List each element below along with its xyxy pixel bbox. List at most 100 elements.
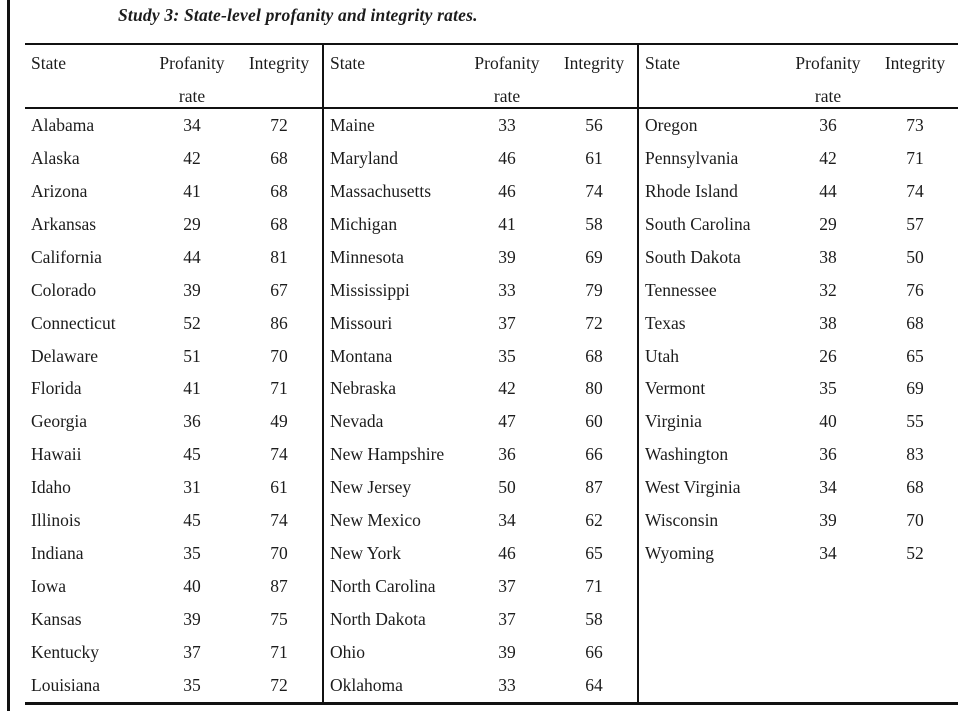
state-cell: Pennsylvania: [645, 147, 739, 168]
table-row: Nevada 47 60: [324, 405, 637, 438]
state-cell: Rhode Island: [645, 180, 738, 201]
table-row: Alabama 34 72: [25, 109, 322, 142]
state-cell: Illinois: [31, 510, 81, 531]
table-row: Oregon 36 73: [639, 109, 958, 142]
table-header-row: State Profanity rate Integrity: [25, 45, 322, 109]
profanity-rate-cell: 44: [819, 180, 837, 201]
integrity-cell: 70: [270, 543, 288, 564]
state-cell: Connecticut: [31, 312, 116, 333]
integrity-cell: 73: [906, 114, 924, 135]
state-cell: Utah: [645, 345, 680, 366]
profanity-rate-cell: 46: [498, 180, 516, 201]
integrity-cell: 49: [270, 411, 288, 432]
table-row: Hawaii 45 74: [25, 438, 322, 471]
profanity-rate-cell: 41: [183, 180, 201, 201]
profanity-rate-cell: 39: [183, 609, 201, 630]
state-cell: Louisiana: [31, 674, 101, 695]
profanity-rate-cell: 29: [183, 213, 201, 234]
integrity-cell: 55: [906, 411, 924, 432]
profanity-rate-cell: 31: [183, 477, 201, 498]
profanity-rate-cell: 42: [183, 147, 201, 168]
integrity-cell: 71: [585, 576, 603, 597]
profanity-rate-cell: 37: [498, 312, 516, 333]
integrity-cell: 58: [585, 213, 603, 234]
column-header-profanity-line2: rate: [814, 86, 842, 106]
profanity-rate-cell: 39: [819, 510, 837, 531]
table-row: New Jersey 50 87: [324, 471, 637, 504]
integrity-cell: 72: [270, 674, 288, 695]
state-cell: North Dakota: [330, 609, 426, 630]
integrity-cell: 76: [906, 279, 924, 300]
table-row: Idaho 31 61: [25, 471, 322, 504]
table-row: Oklahoma 33 64: [324, 669, 637, 702]
table-body: Maine 33 56 Maryland 46 61 Massachusetts 46 74 Mi…: [324, 109, 637, 702]
column-header-state: State: [330, 53, 365, 73]
integrity-cell: 68: [906, 477, 924, 498]
profanity-rate-cell: 40: [819, 411, 837, 432]
table-row: Vermont 35 69: [639, 373, 958, 406]
table-row: Ohio 39 66: [324, 636, 637, 669]
state-cell: Florida: [31, 378, 82, 399]
integrity-cell: 67: [270, 279, 288, 300]
state-cell: New Hampshire: [330, 444, 445, 465]
profanity-rate-cell: 34: [819, 477, 837, 498]
table-row: Delaware 51 70: [25, 340, 322, 373]
state-cell: Massachusetts: [330, 180, 432, 201]
integrity-cell: 69: [906, 378, 924, 399]
integrity-cell: 87: [585, 477, 603, 498]
profanity-rate-cell: 36: [183, 411, 201, 432]
integrity-cell: 60: [585, 411, 603, 432]
table-header-row: State Profanity rate Integrity: [324, 45, 637, 109]
column-header-profanity-rate: Profanity rate: [463, 47, 551, 113]
profanity-rate-cell: 52: [183, 312, 201, 333]
table-row: South Dakota 38 50: [639, 241, 958, 274]
integrity-cell: 56: [585, 114, 603, 135]
table-row: North Dakota 37 58: [324, 603, 637, 636]
table-row: Minnesota 39 69: [324, 241, 637, 274]
table-row: Mississippi 33 79: [324, 274, 637, 307]
table-column-group: State Profanity rate Integrity Oregon 36 7…: [637, 45, 958, 702]
state-cell: Virginia: [645, 411, 702, 432]
integrity-cell: 71: [270, 378, 288, 399]
table-row: Massachusetts 46 74: [324, 175, 637, 208]
table-row: Virginia 40 55: [639, 405, 958, 438]
table-row: North Carolina 37 71: [324, 570, 637, 603]
column-header-state: State: [31, 53, 66, 73]
column-header-profanity-line1: Profanity: [474, 53, 540, 73]
table-column-group: State Profanity rate Integrity Maine 33 56…: [322, 45, 637, 702]
integrity-cell: 81: [270, 246, 288, 267]
state-cell: Arkansas: [31, 213, 97, 234]
table-title: Study 3: State-level profanity and integ…: [118, 5, 478, 25]
table-row: Florida 41 71: [25, 373, 322, 406]
profanity-rate-cell: 36: [498, 444, 516, 465]
column-header-state: State: [645, 53, 680, 73]
profanity-rate-cell: 45: [183, 444, 201, 465]
state-cell: Montana: [330, 345, 393, 366]
table-header-row: State Profanity rate Integrity: [639, 45, 958, 109]
integrity-cell: 50: [906, 246, 924, 267]
integrity-cell: 80: [585, 378, 603, 399]
table-row: Wyoming 34 52: [639, 537, 958, 570]
profanity-rate-cell: 35: [183, 543, 201, 564]
profanity-rate-cell: 41: [498, 213, 516, 234]
integrity-cell: 74: [270, 510, 288, 531]
state-cell: Kentucky: [31, 641, 100, 662]
state-cell: Iowa: [31, 576, 66, 597]
table-row: Connecticut 52 86: [25, 307, 322, 340]
table-row: Georgia 36 49: [25, 405, 322, 438]
integrity-cell: 68: [585, 345, 603, 366]
table-row: Montana 35 68: [324, 340, 637, 373]
integrity-cell: 72: [585, 312, 603, 333]
state-cell: Nebraska: [330, 378, 397, 399]
column-header-profanity-line1: Profanity: [159, 53, 225, 73]
state-cell: South Dakota: [645, 246, 741, 267]
table-row: California 44 81: [25, 241, 322, 274]
state-cell: South Carolina: [645, 213, 751, 234]
table-row: Arkansas 29 68: [25, 208, 322, 241]
profanity-rate-cell: 51: [183, 345, 201, 366]
integrity-cell: 65: [906, 345, 924, 366]
profanity-rate-cell: 42: [819, 147, 837, 168]
table-row: Utah 26 65: [639, 340, 958, 373]
state-cell: Delaware: [31, 345, 99, 366]
integrity-cell: 74: [585, 180, 603, 201]
